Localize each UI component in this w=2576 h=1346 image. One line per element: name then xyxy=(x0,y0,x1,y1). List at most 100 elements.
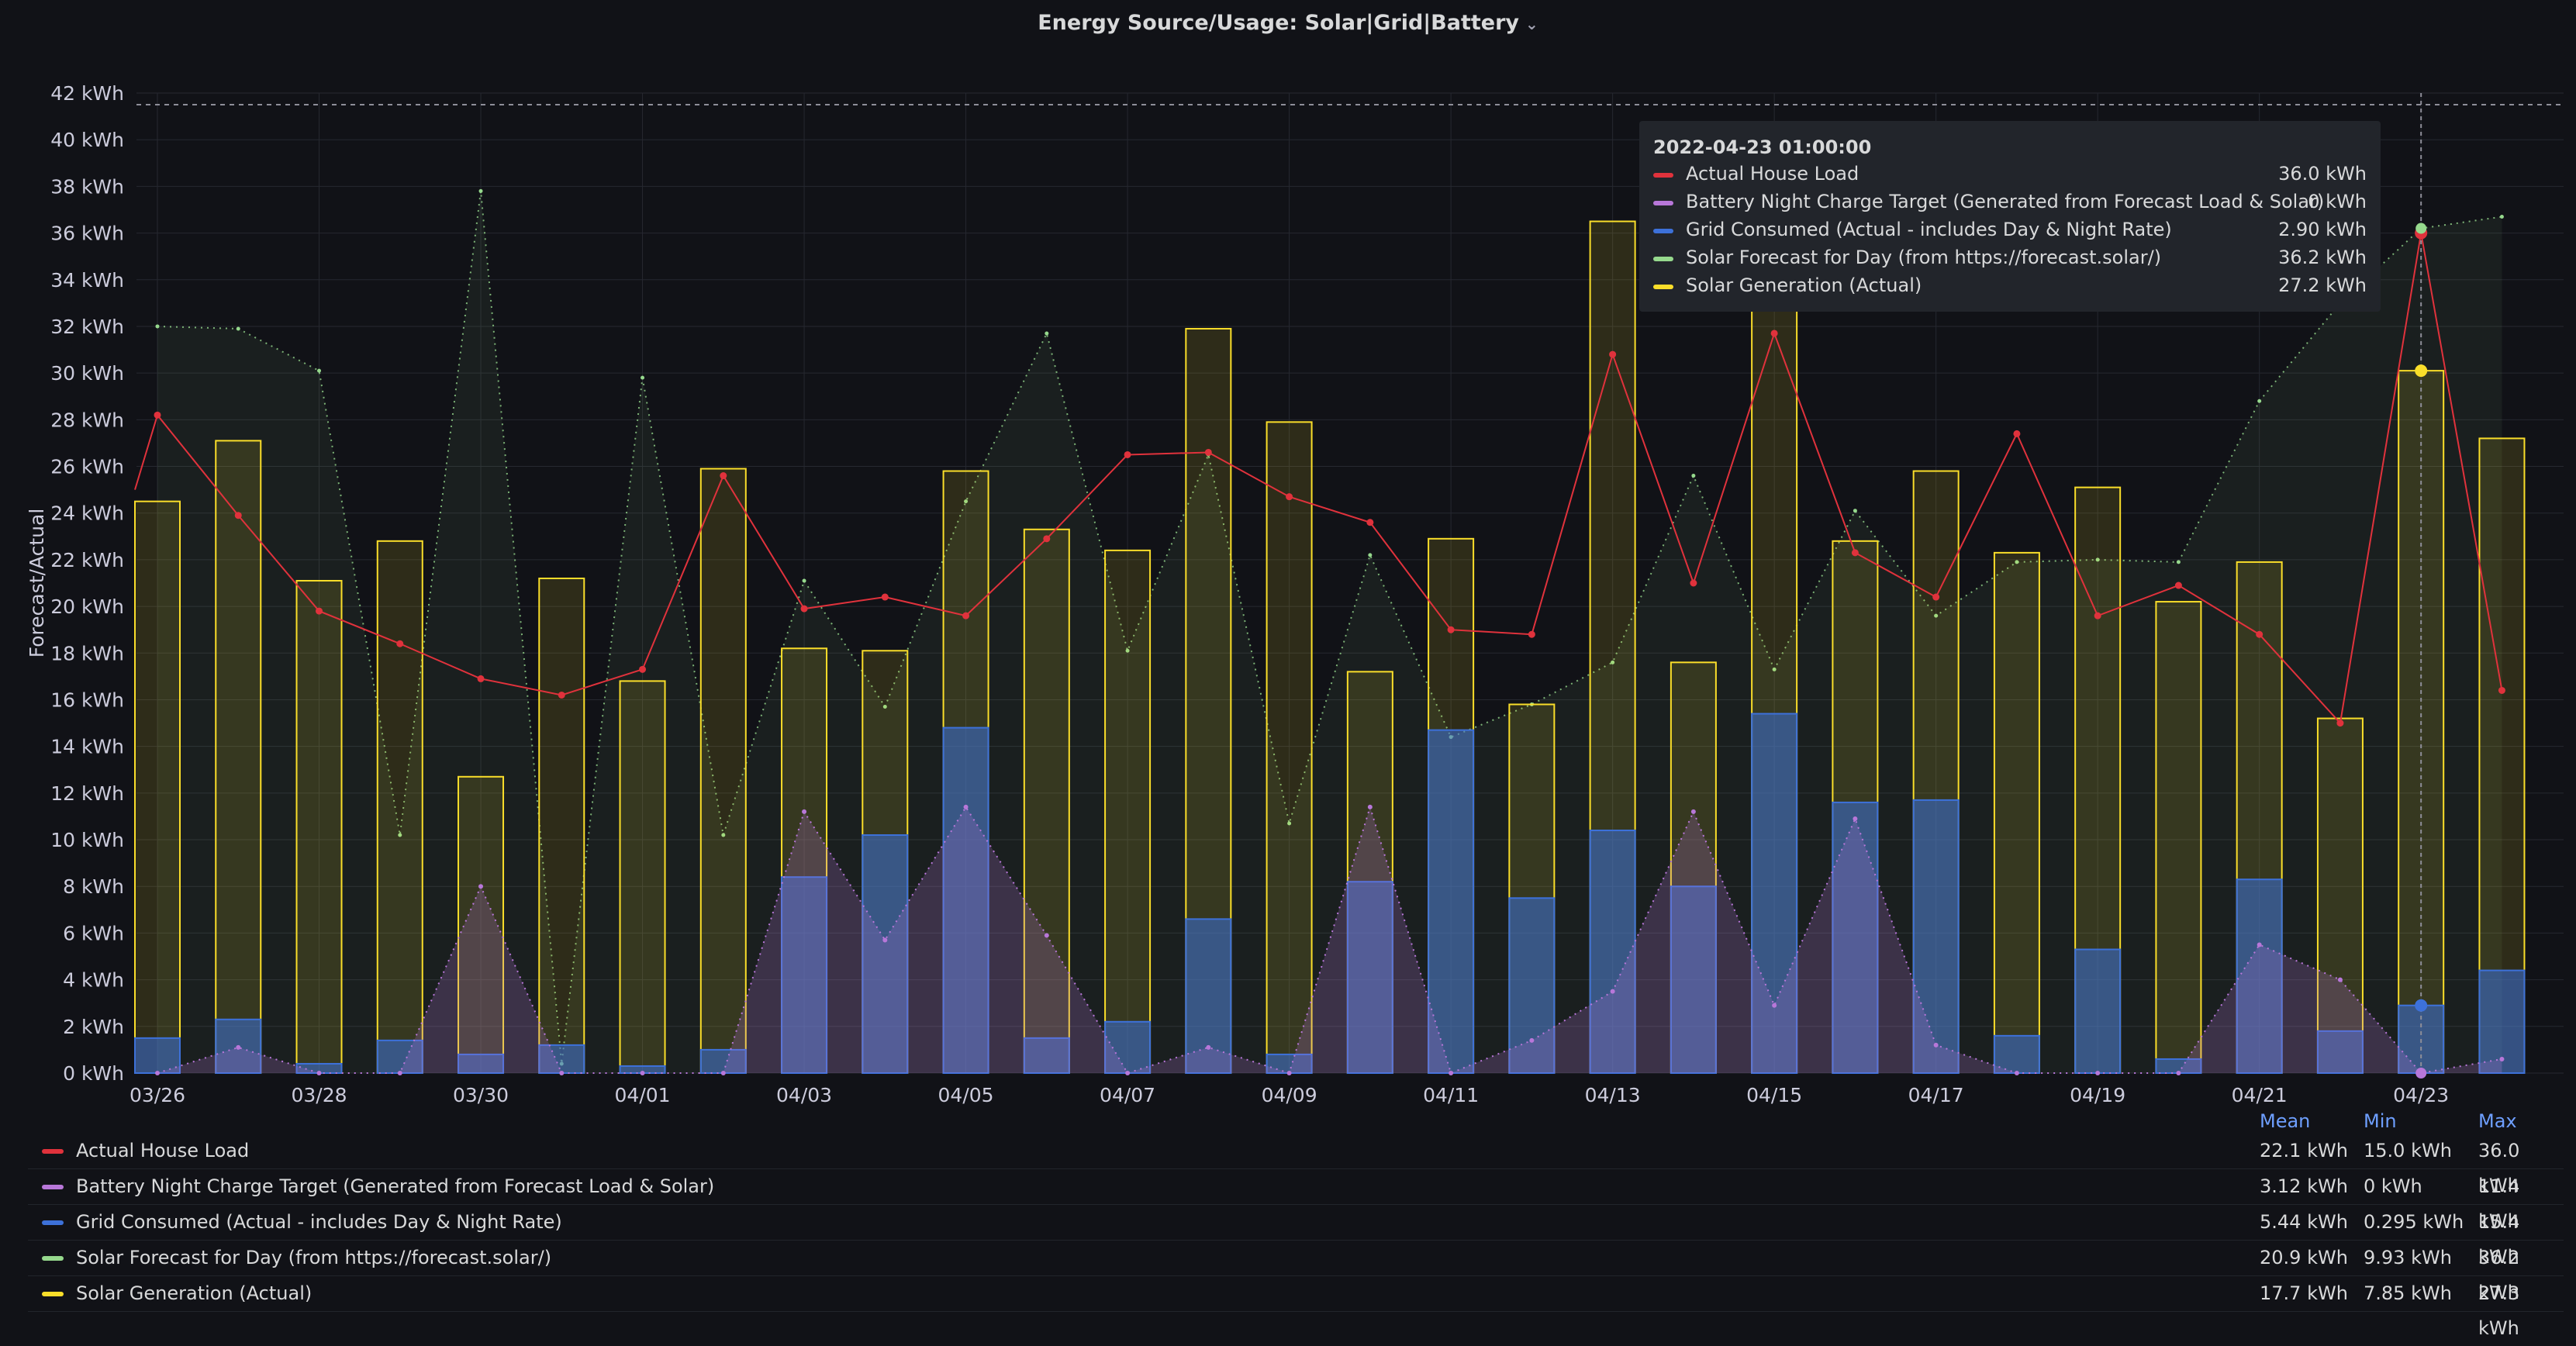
battery-point xyxy=(155,1071,160,1075)
house-load-point[interactable] xyxy=(316,607,323,615)
battery-point xyxy=(1853,816,1858,821)
grid-bar[interactable] xyxy=(2074,948,2122,1074)
grid-bar[interactable] xyxy=(1832,801,1879,1075)
x-tick-label: 04/21 xyxy=(2232,1084,2288,1106)
grid-bar[interactable] xyxy=(1993,1034,2040,1075)
panel-title[interactable]: Energy Source/Usage: Solar|Grid|Battery ⌄ xyxy=(0,11,2576,35)
legend-row[interactable]: Solar Generation (Actual) 17.7 kWh 7.85 … xyxy=(28,1276,2564,1339)
legend-series-name[interactable]: Grid Consumed (Actual - includes Day & N… xyxy=(76,1211,562,1233)
forecast-point xyxy=(2095,557,2100,562)
house-load-point[interactable] xyxy=(881,593,889,601)
solar-bar[interactable] xyxy=(2155,601,2202,1074)
house-load-point[interactable] xyxy=(1124,450,1131,458)
legend-row[interactable]: Solar Forecast for Day (from https://for… xyxy=(28,1241,2564,1303)
solar-bar[interactable] xyxy=(376,540,423,1074)
forecast-point xyxy=(802,578,806,583)
solar-bar[interactable] xyxy=(699,468,747,1074)
house-load-point[interactable] xyxy=(1366,519,1374,526)
y-tick-label: 26 kWh xyxy=(50,456,124,478)
house-load-point[interactable] xyxy=(962,612,970,620)
legend-header-min[interactable]: Min xyxy=(2364,1110,2397,1132)
legend-series-name[interactable]: Solar Generation (Actual) xyxy=(76,1282,313,1304)
grid-bar[interactable] xyxy=(1751,713,1798,1074)
y-tick-label: 18 kWh xyxy=(50,642,124,664)
grid-bar[interactable] xyxy=(458,1053,505,1075)
house-load-point[interactable] xyxy=(1851,549,1859,557)
solar-bar[interactable] xyxy=(215,440,262,1074)
house-load-point[interactable] xyxy=(1286,493,1293,501)
house-load-point[interactable] xyxy=(2336,720,2344,727)
y-tick-label: 12 kWh xyxy=(50,782,124,805)
house-load-point[interactable] xyxy=(2013,430,2021,437)
grid-bar[interactable] xyxy=(1508,897,1556,1075)
hover-tooltip: 2022-04-23 01:00:00 Actual House Load 36… xyxy=(1639,121,2381,312)
house-load-point[interactable] xyxy=(1043,535,1051,543)
battery-point xyxy=(963,804,969,809)
battery-point xyxy=(1610,989,1615,994)
grid-bar[interactable] xyxy=(2316,1030,2364,1075)
grid-bar[interactable] xyxy=(1023,1037,1070,1075)
house-load-point[interactable] xyxy=(1528,630,1535,638)
legend-row[interactable]: Actual House Load 22.1 kWh 15.0 kWh 36.0… xyxy=(28,1134,2564,1196)
solar-bar[interactable] xyxy=(2478,437,2526,1074)
house-load-point[interactable] xyxy=(558,691,565,699)
solar-bar[interactable] xyxy=(1104,549,1152,1074)
grid-bar[interactable] xyxy=(2236,878,2283,1074)
grid-bar[interactable] xyxy=(1912,799,1960,1075)
grid-bar[interactable] xyxy=(862,834,909,1074)
solar-bar[interactable] xyxy=(1993,551,2040,1074)
house-load-point[interactable] xyxy=(1770,330,1778,337)
house-load-point[interactable] xyxy=(234,512,242,519)
house-load-point[interactable] xyxy=(800,605,808,613)
series-swatch xyxy=(1653,257,1673,261)
house-load-point[interactable] xyxy=(1609,350,1617,358)
legend-header-mean[interactable]: Mean xyxy=(2260,1110,2311,1132)
grid-bar[interactable] xyxy=(1428,729,1475,1074)
house-load-point[interactable] xyxy=(2094,612,2101,620)
solar-bar[interactable] xyxy=(538,577,585,1074)
house-load-point[interactable] xyxy=(639,665,647,673)
solar-bar[interactable] xyxy=(1023,528,1070,1074)
house-load-point[interactable] xyxy=(2174,582,2182,589)
solar-bar[interactable] xyxy=(458,775,505,1074)
legend-row[interactable]: Battery Night Charge Target (Generated f… xyxy=(28,1169,2564,1232)
solar-bar[interactable] xyxy=(134,500,181,1074)
house-load-point[interactable] xyxy=(2498,686,2505,694)
grid-bar[interactable] xyxy=(781,876,828,1074)
grid-bar[interactable] xyxy=(2478,969,2526,1074)
x-tick-label: 04/05 xyxy=(938,1084,994,1106)
solar-bar[interactable] xyxy=(2316,717,2364,1074)
solar-bar[interactable] xyxy=(619,680,666,1075)
house-load-point[interactable] xyxy=(1690,579,1697,587)
grid-bar[interactable] xyxy=(134,1037,181,1075)
grid-bar[interactable] xyxy=(1346,881,1393,1074)
battery-point xyxy=(2095,1071,2101,1075)
house-load-point[interactable] xyxy=(1932,593,1940,601)
legend-series-name[interactable]: Actual House Load xyxy=(76,1140,250,1161)
solar-bar[interactable] xyxy=(1266,421,1313,1074)
legend-row[interactable]: Grid Consumed (Actual - includes Day & N… xyxy=(28,1205,2564,1268)
house-load-point[interactable] xyxy=(477,675,485,682)
forecast-point xyxy=(1368,553,1373,557)
grid-bar[interactable] xyxy=(376,1039,423,1075)
house-load-point[interactable] xyxy=(2256,630,2263,638)
hover-marker-battery xyxy=(2415,1068,2427,1079)
house-load-point[interactable] xyxy=(720,472,727,480)
house-load-point[interactable] xyxy=(1204,448,1212,456)
house-load-point[interactable] xyxy=(396,640,404,647)
y-tick-label: 34 kWh xyxy=(50,269,124,292)
chevron-down-icon[interactable]: ⌄ xyxy=(1525,15,1538,33)
solar-bar[interactable] xyxy=(295,579,343,1074)
grid-bar[interactable] xyxy=(1670,885,1717,1074)
grid-bar[interactable] xyxy=(538,1044,585,1075)
house-load-point[interactable] xyxy=(1447,626,1455,633)
grid-bar[interactable] xyxy=(942,726,989,1074)
legend-series-name[interactable]: Battery Night Charge Target (Generated f… xyxy=(76,1175,715,1197)
battery-point xyxy=(2176,1071,2181,1075)
legend-series-name[interactable]: Solar Forecast for Day (from https://for… xyxy=(76,1247,552,1268)
house-load-point[interactable] xyxy=(154,411,161,419)
legend-header-max[interactable]: Max xyxy=(2478,1110,2517,1132)
grid-bar[interactable] xyxy=(1589,830,1636,1074)
tooltip-row: Grid Consumed (Actual - includes Day & N… xyxy=(1653,219,2367,247)
